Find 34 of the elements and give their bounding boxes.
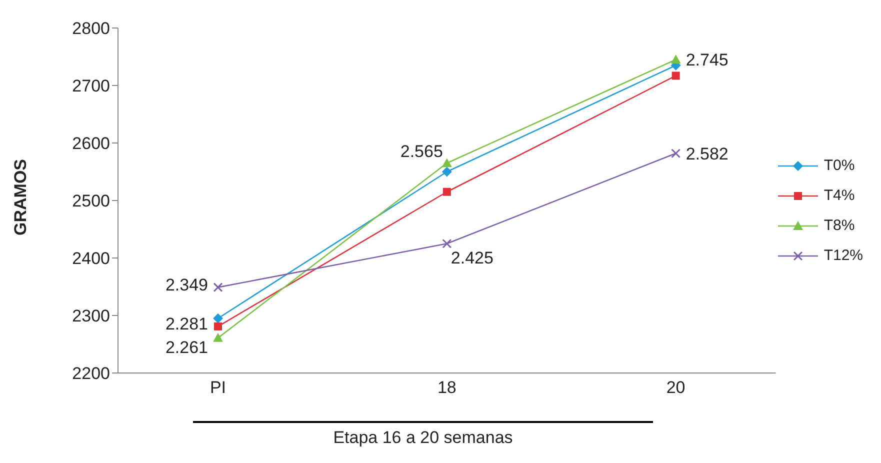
legend-label: T8% [824, 217, 855, 234]
data-label: 2.745 [686, 50, 728, 70]
x-axis-title: Etapa 16 a 20 semanas [332, 428, 514, 448]
data-label: 2.281 [165, 314, 208, 334]
point [671, 148, 681, 158]
point [442, 158, 452, 168]
y-axis-title: GRAMOS [11, 159, 30, 236]
y-tick-label: 2400 [72, 249, 110, 268]
point [442, 166, 452, 177]
data-label: 2.349 [165, 275, 208, 294]
point [214, 322, 222, 330]
y-tick-label: 2700 [72, 76, 110, 96]
legend-label: T0% [824, 157, 855, 174]
legend-label: T4% [824, 187, 855, 204]
point [213, 332, 223, 342]
data-label: 2.565 [400, 142, 443, 162]
point [442, 238, 452, 248]
legend-label: T12% [824, 247, 863, 264]
y-tick-label: 2500 [72, 192, 110, 211]
data-label: 2.582 [686, 144, 728, 164]
data-label: 2.261 [165, 338, 208, 357]
x-tick-label: 18 [437, 378, 456, 398]
point [213, 282, 223, 292]
data-label: 2.425 [450, 248, 494, 268]
point [442, 188, 451, 196]
y-tick-label: 2800 [72, 19, 110, 38]
x-tick-label: PI [210, 378, 226, 398]
point [670, 54, 681, 64]
y-tick-label: 2200 [72, 364, 110, 384]
y-tick-label: 2300 [72, 306, 110, 326]
point [213, 313, 223, 324]
x-tick-label: 20 [666, 378, 686, 398]
y-tick-label: 2600 [72, 134, 110, 154]
point [672, 72, 680, 80]
